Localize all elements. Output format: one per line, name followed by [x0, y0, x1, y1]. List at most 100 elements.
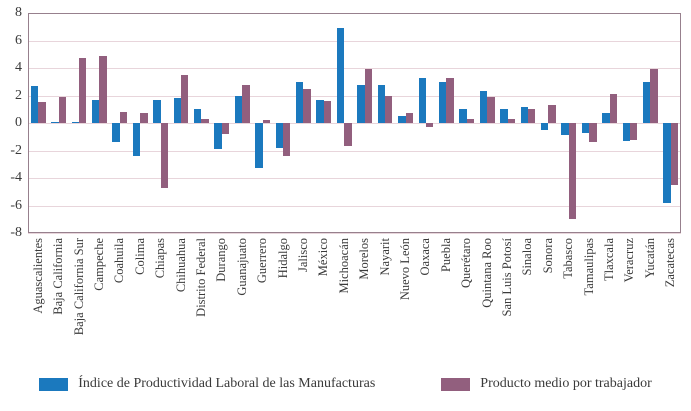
x-label-Colima: Colima [132, 238, 147, 275]
bar-producto-Colima [140, 113, 148, 123]
x-label-Baja California Sur: Baja California Sur [71, 238, 86, 336]
plot-border [28, 13, 681, 233]
x-label-Querétaro: Querétaro [459, 238, 474, 288]
bar-indice-Tamaulipas [581, 123, 590, 133]
bar-indice-Colima [132, 123, 141, 156]
bar-indice-Tabasco [561, 123, 569, 136]
x-label-Nayarit: Nayarit [377, 238, 392, 276]
x-label-San Luis Potosí: San Luis Potosí [500, 238, 515, 317]
plot-area [28, 13, 681, 234]
legend-label-productividad: Índice de Productividad Laboral de las M… [78, 376, 376, 391]
y-tick--6: -6 [10, 197, 22, 213]
x-label-Michoacán: Michoacán [336, 238, 351, 294]
x-label-Distrito Federal: Distrito Federal [193, 238, 208, 317]
bar-indice-Guanajuato [234, 95, 243, 123]
x-label-Tamaulipas: Tamaulipas [581, 238, 596, 296]
x-label-Campeche: Campeche [91, 238, 106, 291]
bar-producto-Chiapas [160, 123, 169, 188]
x-label-México: México [316, 238, 331, 277]
bar-producto-Querétaro [466, 118, 475, 123]
x-label-Yucatán: Yucatán [642, 238, 657, 279]
bar-producto-Oaxaca [425, 123, 434, 128]
x-label-Durango: Durango [214, 238, 229, 282]
x-label-Morelos: Morelos [357, 238, 372, 280]
bar-producto-Durango [221, 123, 230, 134]
bar-producto-Morelos [364, 69, 373, 123]
bar-producto-Sonora [548, 105, 556, 123]
bar-indice-San Luis Potosí [500, 109, 508, 123]
bar-producto-Distrito Federal [201, 118, 209, 123]
x-label-Quintana Roo: Quintana Roo [479, 238, 494, 308]
bar-indice-Sonora [540, 123, 549, 130]
legend-swatch-productividad [39, 377, 69, 391]
x-label-Tlaxcala: Tlaxcala [602, 238, 617, 282]
bar-producto-Zacatecas [670, 123, 679, 185]
bar-producto-Puebla [446, 77, 454, 123]
legend-label-producto-medio: Producto medio por trabajador [480, 376, 652, 391]
bar-indice-Zacatecas [663, 123, 671, 203]
x-label-Sonora: Sonora [540, 238, 555, 274]
bar-producto-Guerrero [262, 120, 271, 123]
bar-producto-Baja California Sur [79, 58, 87, 123]
bar-indice-Baja California Sur [71, 121, 79, 123]
bar-indice-Nuevo León [398, 116, 406, 123]
bar-indice-Chihuahua [173, 98, 182, 123]
gridline-y-8 [28, 233, 681, 234]
gridline-y6 [28, 40, 681, 42]
bar-indice-Chiapas [153, 99, 161, 123]
gridline-y-6 [28, 205, 681, 207]
x-label-Nuevo León: Nuevo León [398, 238, 413, 301]
x-label-Coahuila: Coahuila [112, 238, 127, 284]
bar-producto-Baja California [58, 96, 66, 123]
x-label-Chihuahua: Chihuahua [173, 238, 188, 293]
y-tick--4: -4 [10, 170, 22, 185]
x-label-Sinaloa: Sinaloa [520, 238, 535, 276]
bar-indice-México [316, 99, 324, 123]
gridline-y-4 [28, 178, 681, 179]
gridline-y-2 [28, 150, 681, 152]
bar-indice-Michoacán [336, 28, 345, 123]
bar-indice-Quintana Roo [479, 91, 488, 123]
bar-producto-Tlaxcala [609, 94, 617, 123]
x-label-Tabasco: Tabasco [561, 238, 576, 279]
bar-indice-Campeche [92, 99, 100, 123]
bar-producto-Jalisco [303, 88, 311, 123]
x-label-Aguascalientes: Aguascalientes [30, 238, 45, 314]
x-label-Veracruz: Veracruz [622, 238, 637, 283]
y-tick--2: -2 [10, 142, 22, 158]
bar-producto-Nuevo León [405, 113, 413, 123]
y-tick-0: 0 [15, 115, 22, 130]
bar-producto-Guanajuato [242, 84, 250, 123]
bar-producto-Sinaloa [527, 109, 536, 123]
bar-indice-Puebla [438, 81, 447, 123]
x-label-Baja California: Baja California [51, 238, 66, 315]
y-tick-6: 6 [15, 32, 22, 48]
bar-producto-Campeche [99, 55, 107, 123]
bar-producto-Chihuahua [181, 74, 189, 123]
bar-indice-Sinaloa [520, 106, 528, 123]
bar-indice-Oaxaca [418, 77, 426, 123]
bar-producto-México [323, 101, 332, 123]
y-tick-4: 4 [15, 60, 22, 75]
bar-indice-Morelos [357, 84, 365, 123]
bar-producto-Tamaulipas [589, 123, 597, 143]
bar-indice-Hidalgo [275, 123, 284, 148]
bar-indice-Querétaro [459, 109, 467, 123]
bar-indice-Yucatán [642, 81, 651, 123]
bar-producto-Hidalgo [283, 123, 291, 156]
y-tick-2: 2 [15, 87, 22, 103]
y-tick-8: 8 [15, 5, 22, 20]
gridline-y0 [28, 123, 681, 124]
bar-producto-Aguascalientes [38, 102, 46, 123]
bar-producto-Veracruz [629, 123, 638, 140]
bar-indice-Baja California [51, 121, 59, 123]
bar-indice-Guerrero [255, 123, 263, 169]
x-label-Chiapas: Chiapas [153, 238, 168, 279]
gridline-y2 [28, 95, 681, 97]
x-label-Zacatecas: Zacatecas [663, 238, 678, 288]
gridline-y4 [28, 68, 681, 69]
x-label-Guerrero: Guerrero [255, 238, 270, 284]
bar-producto-Quintana Roo [487, 96, 495, 123]
bar-indice-Jalisco [296, 81, 304, 123]
